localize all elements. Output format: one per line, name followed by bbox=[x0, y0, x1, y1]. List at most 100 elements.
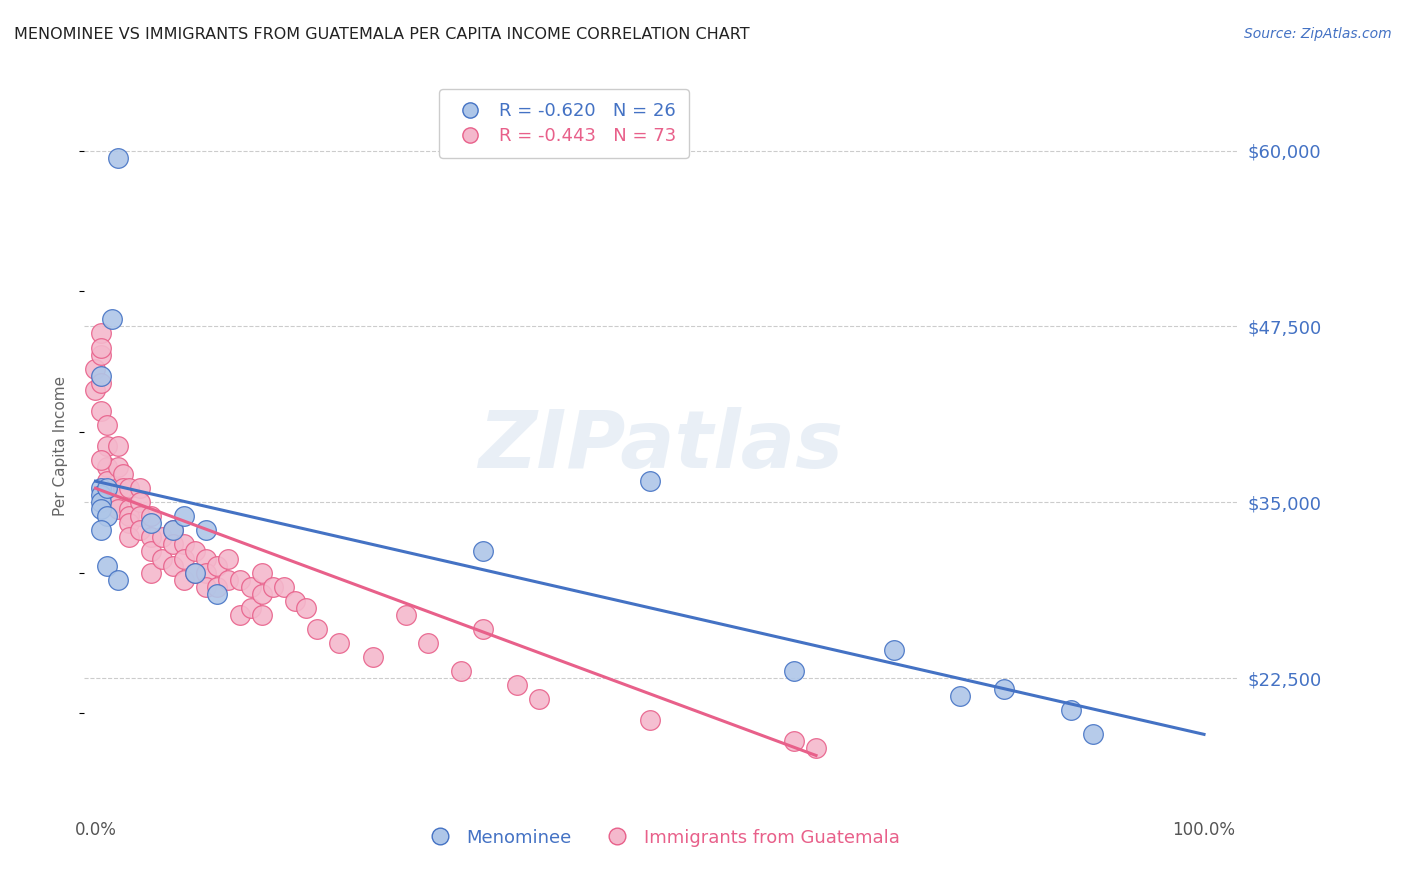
Point bbox=[949, 690, 972, 704]
Point bbox=[162, 537, 184, 551]
Text: ZIPatlas: ZIPatlas bbox=[478, 407, 844, 485]
Point bbox=[239, 600, 262, 615]
Point bbox=[207, 587, 229, 601]
Point bbox=[128, 481, 150, 495]
Point bbox=[96, 460, 118, 475]
Point bbox=[90, 502, 112, 516]
Point bbox=[107, 460, 129, 475]
Point bbox=[139, 566, 162, 580]
Point bbox=[195, 566, 218, 580]
Point bbox=[195, 580, 218, 594]
Point bbox=[250, 566, 273, 580]
Point bbox=[173, 551, 195, 566]
Point bbox=[184, 544, 207, 558]
Point bbox=[472, 622, 495, 636]
Point bbox=[228, 607, 250, 622]
Point bbox=[118, 481, 141, 495]
Point bbox=[90, 495, 112, 509]
Point bbox=[638, 714, 661, 728]
Point bbox=[150, 530, 173, 544]
Point bbox=[218, 573, 240, 587]
Point bbox=[128, 524, 150, 538]
Point bbox=[783, 664, 806, 678]
Point bbox=[90, 524, 112, 538]
Point bbox=[107, 573, 129, 587]
Point bbox=[118, 509, 141, 524]
Point bbox=[250, 587, 273, 601]
Point bbox=[328, 636, 350, 650]
Point bbox=[1060, 703, 1083, 717]
Text: Source: ZipAtlas.com: Source: ZipAtlas.com bbox=[1244, 27, 1392, 41]
Point bbox=[207, 580, 229, 594]
Point bbox=[228, 573, 250, 587]
Point bbox=[118, 502, 141, 516]
Point bbox=[162, 558, 184, 573]
Point bbox=[90, 488, 112, 502]
Point bbox=[139, 544, 162, 558]
Point bbox=[112, 481, 135, 495]
Point bbox=[84, 361, 107, 376]
Point bbox=[195, 551, 218, 566]
Point bbox=[361, 650, 384, 665]
Point bbox=[107, 439, 129, 453]
Point bbox=[96, 474, 118, 488]
Point bbox=[107, 481, 129, 495]
Y-axis label: Per Capita Income: Per Capita Income bbox=[53, 376, 69, 516]
Point bbox=[450, 664, 472, 678]
Point bbox=[107, 151, 129, 165]
Point bbox=[239, 580, 262, 594]
Point bbox=[993, 682, 1015, 697]
Point bbox=[128, 509, 150, 524]
Point bbox=[150, 551, 173, 566]
Point bbox=[84, 383, 107, 397]
Point bbox=[96, 509, 118, 524]
Point bbox=[90, 404, 112, 418]
Point bbox=[173, 509, 195, 524]
Point bbox=[195, 524, 218, 538]
Point bbox=[506, 678, 529, 692]
Text: MENOMINEE VS IMMIGRANTS FROM GUATEMALA PER CAPITA INCOME CORRELATION CHART: MENOMINEE VS IMMIGRANTS FROM GUATEMALA P… bbox=[14, 27, 749, 42]
Point bbox=[804, 741, 827, 756]
Point bbox=[90, 368, 112, 383]
Point bbox=[90, 453, 112, 467]
Point bbox=[118, 530, 141, 544]
Point bbox=[162, 524, 184, 538]
Point bbox=[107, 502, 129, 516]
Point bbox=[139, 530, 162, 544]
Point bbox=[218, 551, 240, 566]
Point bbox=[96, 481, 118, 495]
Point bbox=[118, 516, 141, 531]
Point bbox=[273, 580, 295, 594]
Point bbox=[107, 495, 129, 509]
Point bbox=[96, 439, 118, 453]
Point bbox=[395, 607, 418, 622]
Point bbox=[90, 341, 112, 355]
Point bbox=[250, 607, 273, 622]
Point bbox=[128, 495, 150, 509]
Point bbox=[96, 417, 118, 432]
Point bbox=[101, 312, 124, 326]
Point bbox=[284, 593, 307, 607]
Point bbox=[307, 622, 329, 636]
Point bbox=[527, 692, 550, 706]
Point bbox=[883, 643, 905, 657]
Legend: Menominee, Immigrants from Guatemala: Menominee, Immigrants from Guatemala bbox=[415, 822, 907, 854]
Point bbox=[184, 566, 207, 580]
Point bbox=[90, 326, 112, 341]
Point bbox=[783, 734, 806, 748]
Point bbox=[416, 636, 439, 650]
Point bbox=[112, 467, 135, 482]
Point bbox=[90, 481, 112, 495]
Point bbox=[162, 524, 184, 538]
Point bbox=[184, 566, 207, 580]
Point bbox=[96, 558, 118, 573]
Point bbox=[173, 537, 195, 551]
Point bbox=[295, 600, 318, 615]
Point bbox=[262, 580, 284, 594]
Point bbox=[638, 474, 661, 488]
Point bbox=[173, 573, 195, 587]
Point bbox=[207, 558, 229, 573]
Point bbox=[1083, 727, 1105, 741]
Point bbox=[139, 516, 162, 531]
Point bbox=[96, 488, 118, 502]
